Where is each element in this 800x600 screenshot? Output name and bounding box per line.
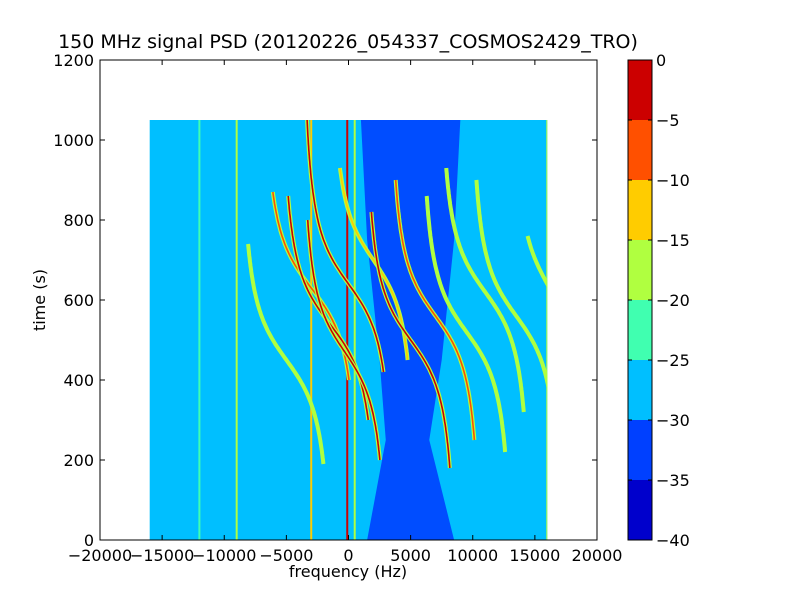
- x-axis: −20000−15000−10000 −5000 0 5000 10000 15000 20…: [68, 60, 623, 565]
- sweep-trace-0: [247, 243, 325, 465]
- colorbar-tick-label: −5: [656, 111, 680, 130]
- sweep-trace-11: [526, 235, 548, 286]
- colorbar-segment: [628, 480, 652, 540]
- y-axis-label: time (s): [30, 269, 49, 331]
- colorbar-segment: [628, 300, 652, 360]
- x-tick-label: 15000: [509, 546, 560, 565]
- colorbar: −40 −35 −30 −25 −20 −15 −10 −5 0: [627, 51, 690, 550]
- x-tick-label: −15000: [130, 546, 194, 565]
- y-tick-label: 200: [63, 451, 94, 470]
- y-tick-label: 400: [63, 371, 94, 390]
- x-tick-label: 20000: [572, 546, 623, 565]
- colorbar-segment: [628, 120, 652, 180]
- x-tick-label: −20000: [68, 546, 132, 565]
- colorbar-segment: [628, 240, 652, 300]
- sweep-trace-3: [306, 120, 385, 373]
- colorbar-tick-label: −40: [656, 531, 690, 550]
- colorbar-tick-label: −15: [656, 231, 690, 250]
- colorbar-segment: [628, 360, 652, 420]
- heatmap: [149, 120, 548, 540]
- x-tick-label: 5000: [390, 546, 431, 565]
- y-tick-label: 800: [63, 211, 94, 230]
- colorbar-segment: [628, 180, 652, 240]
- colorbar-tick-label: 0: [656, 51, 666, 70]
- colorbar-tick-label: −25: [656, 351, 690, 370]
- chart-title: 150 MHz signal PSD (20120226_054337_COSM…: [58, 31, 638, 53]
- y-axis: 0 200 400 600 800 1000 1200: [53, 51, 597, 550]
- y-tick-label: 1200: [53, 51, 94, 70]
- x-tick-label: 0: [343, 546, 353, 565]
- sweep-trace-6: [370, 211, 451, 469]
- y-tick-label: 1000: [53, 131, 94, 150]
- sweep-trace-8: [425, 195, 506, 453]
- colorbar-tick-label: −10: [656, 171, 690, 190]
- heatmap-background: [149, 120, 548, 540]
- sweep-trace-9: [445, 167, 525, 413]
- low-power-region: [360, 120, 461, 540]
- x-tick-label: −10000: [192, 546, 256, 565]
- x-tick-label: −5000: [259, 546, 313, 565]
- colorbar-segment: [628, 60, 652, 120]
- colorbar-tick-label: −20: [656, 291, 690, 310]
- x-tick-label: 10000: [447, 546, 498, 565]
- x-axis-label: frequency (Hz): [289, 562, 407, 581]
- colorbar-segment: [628, 420, 652, 480]
- sweep-trace-10: [475, 179, 548, 386]
- colorbar-tick-label: −30: [656, 411, 690, 430]
- sweep-trace-7: [394, 179, 476, 441]
- sweep-trace-4: [306, 219, 381, 461]
- y-tick-label: 600: [63, 291, 94, 310]
- colorbar-tick-label: −35: [656, 471, 690, 490]
- y-tick-label: 0: [84, 531, 94, 550]
